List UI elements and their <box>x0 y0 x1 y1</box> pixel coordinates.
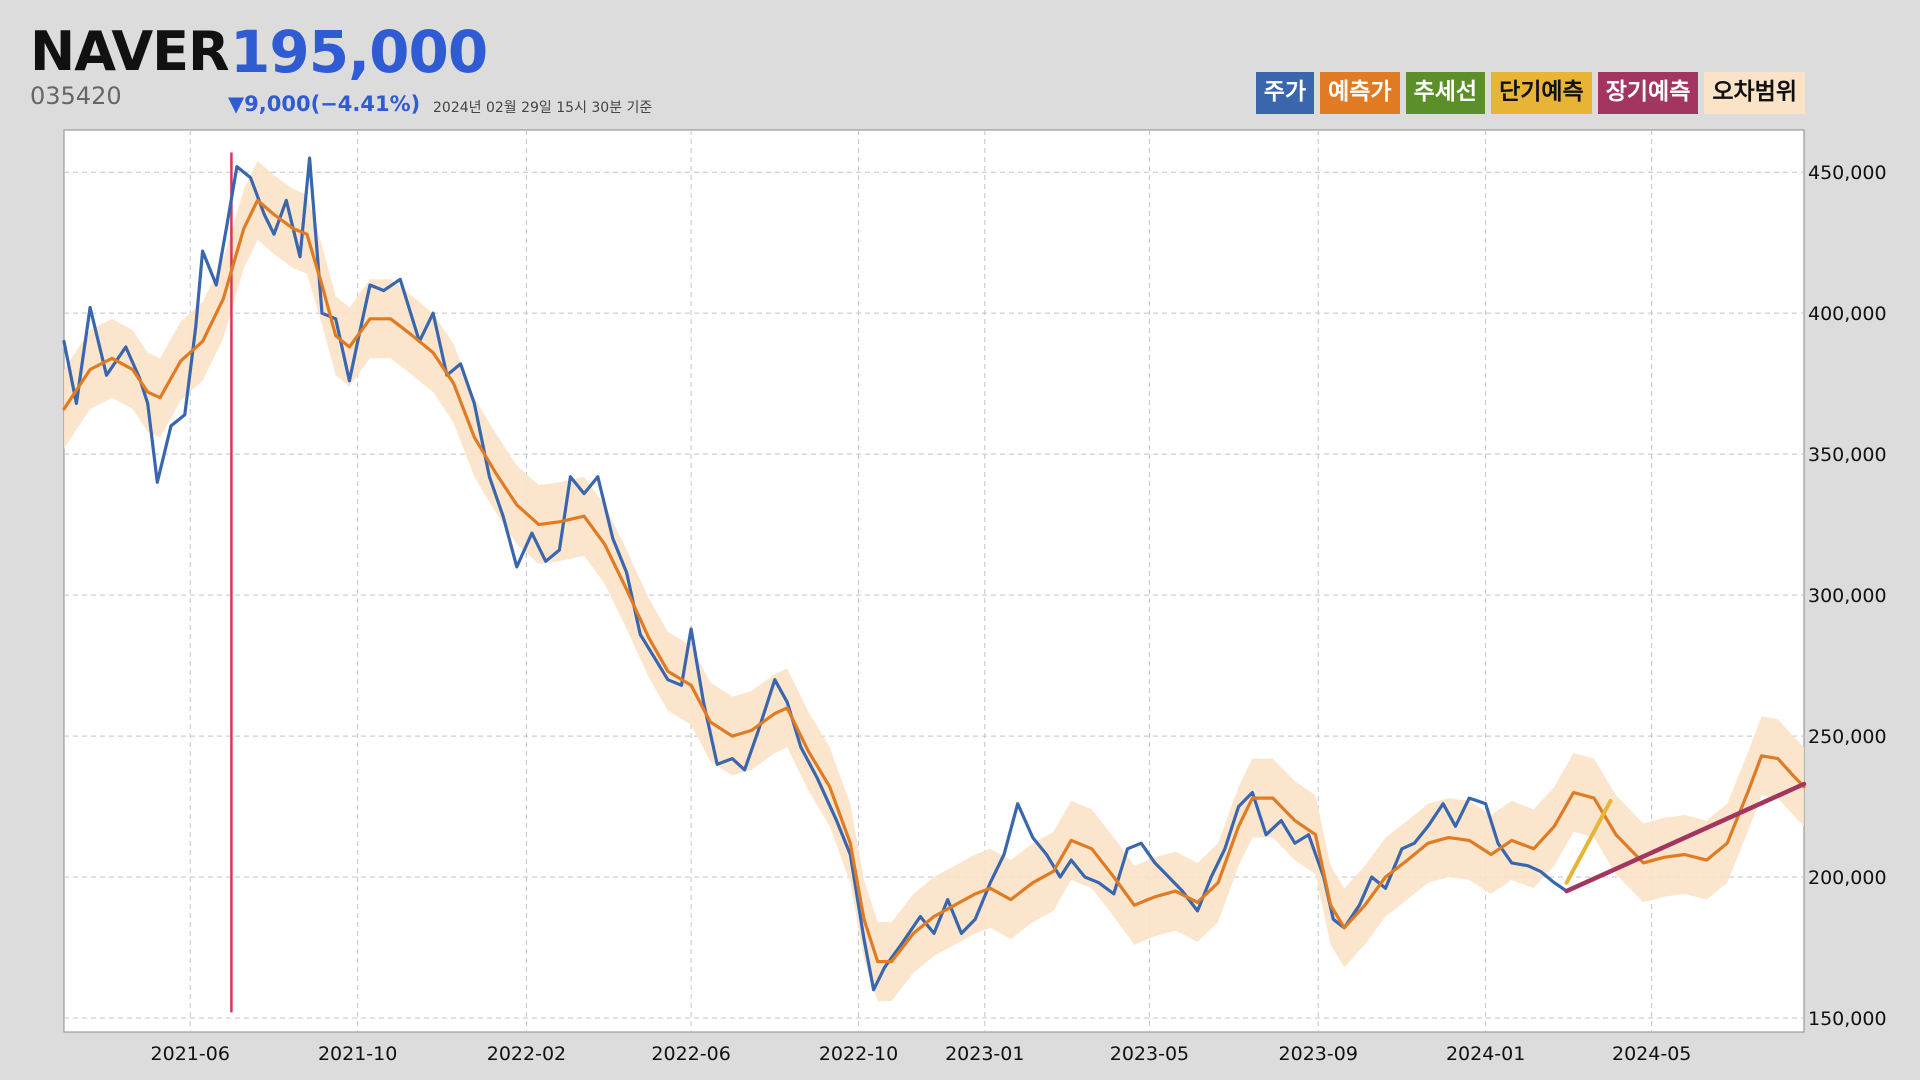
x-tick-label: 2022-10 <box>819 1043 898 1065</box>
legend-item-price[interactable]: 주가 <box>1255 72 1315 114</box>
x-axis-ticks: 2021-06 2021-10 2022-02 2022-06 2022-10 2023-… <box>151 1043 1692 1065</box>
current-price: 195,000 <box>230 18 488 86</box>
x-tick-label: 2022-06 <box>651 1043 730 1065</box>
y-tick-label: 400,000 <box>1808 303 1887 325</box>
y-tick-label: 150,000 <box>1808 1008 1887 1030</box>
short-term-forecast-line <box>1564 798 1613 885</box>
y-tick-label: 450,000 <box>1808 162 1887 184</box>
x-tick-label: 2023-01 <box>945 1043 1024 1065</box>
x-tick-label: 2021-10 <box>318 1043 397 1065</box>
y-axis-ticks: 150,000 200,000 250,000 300,000 350,000 400,0… <box>1808 162 1887 1030</box>
legend-item-trendline[interactable]: 추세선 <box>1405 72 1486 114</box>
y-tick-label: 350,000 <box>1808 444 1887 466</box>
as-of-timestamp: 2024년 02월 29일 15시 30분 기준 <box>433 100 653 116</box>
legend-item-error-range[interactable]: 오차범위 <box>1704 72 1805 114</box>
stock-code: 035420 <box>30 82 122 110</box>
y-tick-label: 200,000 <box>1808 867 1887 889</box>
legend-item-long-term-forecast[interactable]: 장기예측 <box>1597 72 1699 114</box>
x-tick-label: 2021-06 <box>151 1043 230 1065</box>
legend-item-forecast[interactable]: 예측가 <box>1320 72 1400 114</box>
x-tick-label: 2024-05 <box>1612 1043 1691 1065</box>
stock-name: NAVER <box>30 20 230 83</box>
forecast-line <box>62 198 1806 964</box>
x-tick-label: 2022-02 <box>487 1043 566 1065</box>
x-tick-label: 2023-05 <box>1110 1043 1189 1065</box>
price-change: ▼9,000(−4.41%) <box>228 92 421 116</box>
series-lines <box>62 156 1807 992</box>
long-term-forecast-line <box>1564 781 1807 894</box>
x-tick-label: 2023-09 <box>1279 1043 1358 1065</box>
y-tick-label: 300,000 <box>1808 585 1887 607</box>
y-tick-label: 250,000 <box>1808 726 1887 748</box>
chart-legend: 주가 예측가 추세선 단기예측 장기예측 오차범위 <box>1255 72 1805 114</box>
legend-item-short-term-forecast[interactable]: 단기예측 <box>1491 72 1592 114</box>
x-tick-label: 2024-01 <box>1446 1043 1525 1065</box>
